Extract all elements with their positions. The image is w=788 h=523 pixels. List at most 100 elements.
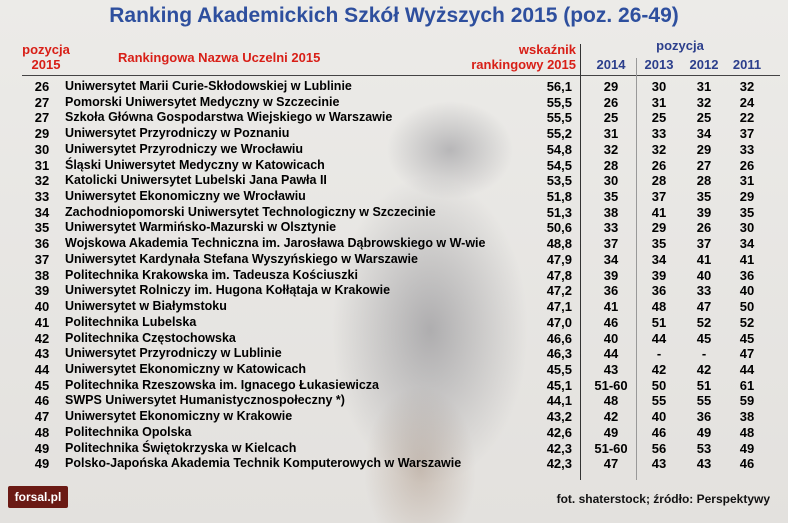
university-name-cell: Uniwersytet Ekonomiczny w Katowicach [65, 361, 307, 376]
position-2014-cell: 34 [603, 251, 619, 267]
position-2014-cell: 39 [603, 267, 619, 283]
indicator-cell: 47,8 [546, 267, 572, 283]
indicator-cell: 56,1 [546, 79, 572, 94]
position-2012-cell: - [701, 346, 707, 362]
position-2012-cell: 43 [696, 456, 712, 472]
indicator-cell: 47,0 [546, 314, 572, 330]
indicator-cell: 55,5 [546, 94, 572, 110]
university-name-cell: Wojskowa Akademia Techniczna im. Jarosła… [65, 236, 486, 251]
position-cell: 27 [34, 94, 50, 110]
position-cell: 32 [34, 173, 50, 189]
position-2011-cell: 33 [739, 141, 755, 157]
position-2013-cell: 46 [651, 424, 667, 440]
position-cell: 38 [34, 267, 50, 283]
position-2014-cell: 33 [603, 220, 619, 236]
table-row: 48 Politechnika Opolska 42,6 49 46 49 48 [0, 425, 788, 441]
header-year-2012: 2012 [689, 57, 719, 72]
position-2011-cell: 40 [739, 283, 755, 299]
position-2012-cell: 41 [696, 251, 712, 267]
university-name-cell: Śląski Uniwersytet Medyczny w Katowicach [65, 157, 325, 172]
position-2012-cell: 35 [696, 189, 712, 205]
table-row: 27 Szkoła Główna Gospodarstwa Wiejskiego … [0, 110, 788, 126]
university-name-cell: Uniwersytet Ekonomiczny w Krakowie [65, 409, 293, 424]
university-name-cell: Politechnika Świętokrzyska w Kielcach [65, 440, 297, 455]
table-row: 32 Katolicki Uniwersytet Lubelski Jana Pa… [0, 173, 788, 189]
university-name-cell: Szkoła Główna Gospodarstwa Wiejskiego w … [65, 110, 393, 125]
position-2014-cell: 35 [603, 189, 619, 205]
position-cell: 49 [34, 456, 50, 472]
indicator-cell: 54,8 [546, 141, 572, 157]
position-2014-cell: 51-60 [594, 440, 628, 456]
position-2014-cell: 47 [603, 456, 619, 472]
table-row: 34 Zachodniopomorski Uniwersytet Technolo… [0, 205, 788, 221]
position-2012-cell: 28 [696, 173, 712, 189]
position-2014-cell: 44 [603, 346, 619, 362]
column-divider-2014 [636, 58, 637, 480]
position-2014-cell: 40 [603, 330, 619, 346]
position-2012-cell: 42 [696, 361, 712, 377]
university-name-cell: Uniwersytet w Białymstoku [65, 299, 227, 314]
table-row: 36 Wojskowa Akademia Techniczna im. Jaros… [0, 236, 788, 252]
table-row: 37 Uniwersytet Kardynała Stefana Wyszyńsk… [0, 252, 788, 268]
university-name-cell: Pomorski Uniwersytet Medyczny w Szczecin… [65, 94, 340, 109]
position-cell: 46 [34, 393, 50, 409]
table-row: 26 Uniwersytet Marii Curie-Skłodowskiej w… [0, 79, 788, 95]
indicator-cell: 44,1 [546, 393, 572, 409]
position-2013-cell: 44 [651, 330, 667, 346]
position-cell: 44 [34, 361, 50, 377]
position-2011-cell: 34 [739, 236, 755, 252]
position-2011-cell: 59 [739, 393, 755, 409]
position-2012-cell: 39 [696, 204, 712, 220]
position-2012-cell: 26 [696, 220, 712, 236]
position-2014-cell: 25 [603, 110, 619, 126]
table-row: 43 Uniwersytet Przyrodniczy w Lublinie 46,… [0, 346, 788, 362]
position-2014-cell: 26 [603, 94, 619, 110]
position-2013-cell: 25 [651, 110, 667, 126]
university-name-cell: Politechnika Częstochowska [65, 330, 236, 345]
position-2012-cell: 53 [696, 440, 712, 456]
position-2013-cell: 28 [651, 173, 667, 189]
indicator-cell: 47,1 [546, 299, 572, 315]
position-2013-cell: 26 [651, 157, 667, 173]
position-2011-cell: 32 [739, 79, 755, 94]
photo-source-credit: fot. shaterstock; źródło: Perspektywy [556, 492, 770, 506]
indicator-cell: 51,3 [546, 204, 572, 220]
position-2012-cell: 40 [696, 267, 712, 283]
university-name-cell: Politechnika Rzeszowska im. Ignacego Łuk… [65, 377, 380, 392]
position-2013-cell: 43 [651, 456, 667, 472]
position-2012-cell: 25 [696, 110, 712, 126]
position-2012-cell: 45 [696, 330, 712, 346]
table-row: 30 Uniwersytet Przyrodniczy we Wrocławiu 5… [0, 142, 788, 158]
university-name-cell: Uniwersytet Przyrodniczy we Wrocławiu [65, 141, 304, 156]
position-cell: 49 [34, 440, 50, 456]
table-row: 35 Uniwersytet Warmińsko-Mazurski w Olszt… [0, 220, 788, 236]
position-2011-cell: 30 [739, 220, 755, 236]
table-row: 27 Pomorski Uniwersytet Medyczny w Szczec… [0, 95, 788, 111]
position-2011-cell: 50 [739, 299, 755, 315]
position-2013-cell: 33 [651, 126, 667, 142]
position-2013-cell: 30 [651, 79, 667, 94]
header-year-2011: 2011 [732, 57, 762, 72]
position-2014-cell: 42 [603, 409, 619, 425]
position-2014-cell: 41 [603, 299, 619, 315]
university-name-cell: SWPS Uniwersytet Humanistycznospołeczny … [65, 393, 345, 408]
position-2013-cell: - [656, 346, 662, 362]
university-name-cell: Uniwersytet Przyrodniczy w Lublinie [65, 346, 282, 361]
position-cell: 43 [34, 346, 50, 362]
position-2013-cell: 51 [651, 314, 667, 330]
table-row: 33 Uniwersytet Ekonomiczny we Wrocławiu 51… [0, 189, 788, 205]
position-cell: 29 [34, 126, 50, 142]
header-previous-positions: pozycja [656, 38, 704, 53]
position-2013-cell: 48 [651, 299, 667, 315]
university-name-cell: Zachodniopomorski Uniwersytet Technologi… [65, 204, 436, 219]
position-2013-cell: 36 [651, 283, 667, 299]
position-2011-cell: 49 [739, 440, 755, 456]
position-2012-cell: 49 [696, 424, 712, 440]
header-position-year: 2015 [31, 57, 61, 72]
indicator-cell: 46,3 [546, 346, 572, 362]
position-2014-cell: 36 [603, 283, 619, 299]
position-2014-cell: 48 [603, 393, 619, 409]
forsal-logo: forsal.pl [8, 486, 68, 508]
header-indicator: wskaźnik rankingowy 2015 [462, 42, 576, 72]
position-2013-cell: 50 [651, 377, 667, 393]
